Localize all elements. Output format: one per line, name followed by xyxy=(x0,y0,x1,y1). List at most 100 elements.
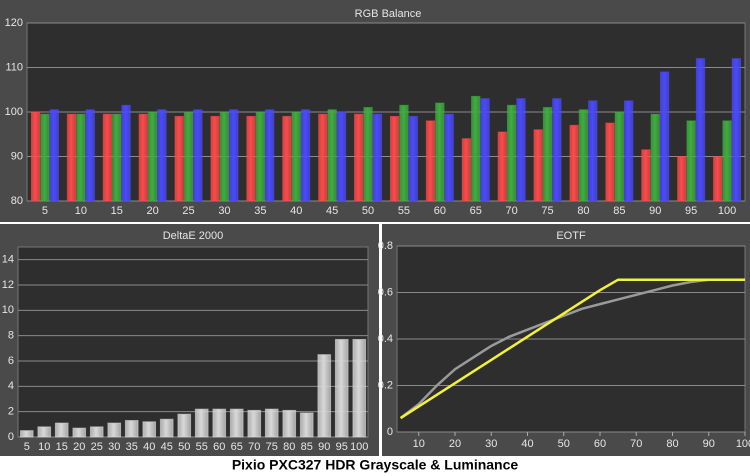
x-tick-label: 90 xyxy=(318,441,330,453)
bar xyxy=(255,111,266,202)
bar xyxy=(66,113,77,202)
x-tick-label: 30 xyxy=(485,438,497,450)
x-tick-label: 55 xyxy=(196,441,208,453)
bar xyxy=(506,104,517,202)
x-tick-label: 45 xyxy=(161,441,173,453)
bar xyxy=(177,413,192,438)
y-tick-label: 0.2 xyxy=(378,379,393,391)
chart-title: DeltaE 2000 xyxy=(163,230,224,242)
x-tick-label: 100 xyxy=(718,205,736,217)
bar xyxy=(471,95,481,202)
x-tick-label: 40 xyxy=(521,438,533,450)
bar xyxy=(317,354,332,438)
caption: Pixio PXC327 HDR Grayscale & Luminance xyxy=(232,457,519,473)
bar xyxy=(542,107,553,202)
x-tick-label: 5 xyxy=(24,441,30,453)
bar xyxy=(49,109,59,202)
x-tick-label: 80 xyxy=(577,205,589,217)
x-tick-label: 30 xyxy=(218,205,230,217)
bar xyxy=(72,427,87,438)
bar xyxy=(334,338,349,438)
y-tick-label: 6 xyxy=(8,355,14,367)
bar xyxy=(480,98,490,202)
x-tick-label: 50 xyxy=(362,205,374,217)
bar xyxy=(265,109,275,202)
x-tick-label: 70 xyxy=(506,205,518,217)
bar xyxy=(159,418,174,438)
bar xyxy=(121,104,131,202)
bar xyxy=(147,111,158,202)
x-tick-label: 95 xyxy=(685,205,697,217)
bar xyxy=(318,113,328,202)
bar xyxy=(713,156,723,202)
y-tick-label: 10 xyxy=(2,304,14,316)
bar xyxy=(731,58,742,202)
bar xyxy=(389,115,400,202)
bar xyxy=(54,422,69,438)
bar xyxy=(246,115,256,202)
y-tick-label: 110 xyxy=(5,61,23,73)
bar xyxy=(89,426,104,438)
bar xyxy=(194,408,209,438)
y-tick-label: 0.4 xyxy=(378,333,393,345)
bar xyxy=(102,113,113,202)
bar xyxy=(588,100,598,202)
bar xyxy=(76,113,86,202)
y-tick-label: 0.6 xyxy=(378,286,393,298)
bar xyxy=(30,111,41,202)
x-tick-label: 5 xyxy=(42,205,48,217)
x-tick-label: 60 xyxy=(434,205,446,217)
x-tick-label: 100 xyxy=(736,438,750,450)
x-tick-label: 20 xyxy=(449,438,461,450)
bar xyxy=(300,109,311,202)
bar xyxy=(408,115,418,202)
bar xyxy=(624,100,634,202)
y-tick-label: 8 xyxy=(8,330,14,342)
bar xyxy=(533,129,543,202)
chart-title: EOTF xyxy=(556,230,586,242)
x-tick-label: 70 xyxy=(630,438,642,450)
line xyxy=(399,278,745,420)
bar xyxy=(686,120,696,202)
x-tick-label: 30 xyxy=(108,441,120,453)
bar xyxy=(282,115,292,202)
bar xyxy=(142,421,157,438)
y-tick-label: 80 xyxy=(11,195,23,207)
bar xyxy=(650,113,660,202)
x-tick-label: 80 xyxy=(666,438,678,450)
bar xyxy=(174,115,184,202)
y-tick-label: 2 xyxy=(8,406,14,418)
y-tick-label: 14 xyxy=(2,254,14,266)
x-tick-label: 35 xyxy=(126,441,138,453)
bar xyxy=(299,412,314,438)
bar xyxy=(444,113,454,202)
y-tick-label: 0.8 xyxy=(378,240,393,252)
x-tick-label: 15 xyxy=(111,205,123,217)
y-tick-label: 120 xyxy=(5,17,23,29)
bar xyxy=(19,430,34,438)
bar xyxy=(291,111,301,202)
x-tick-label: 80 xyxy=(283,441,295,453)
x-tick-label: 10 xyxy=(75,205,87,217)
x-tick-label: 35 xyxy=(254,205,266,217)
y-tick-label: 4 xyxy=(8,380,14,392)
bar xyxy=(138,113,148,202)
x-tick-label: 75 xyxy=(266,441,278,453)
bar xyxy=(229,109,239,202)
x-tick-label: 15 xyxy=(56,441,68,453)
y-tick-label: 100 xyxy=(5,106,23,118)
bar xyxy=(327,109,337,202)
x-tick-label: 40 xyxy=(290,205,302,217)
bar xyxy=(552,98,562,202)
x-tick-label: 95 xyxy=(336,441,348,453)
x-tick-label: 10 xyxy=(38,441,50,453)
bar xyxy=(372,113,383,202)
bar xyxy=(677,156,687,202)
x-tick-label: 20 xyxy=(147,205,159,217)
bar xyxy=(40,113,50,202)
x-tick-label: 85 xyxy=(613,205,625,217)
bar xyxy=(497,131,507,202)
bar xyxy=(264,408,279,438)
x-tick-label: 90 xyxy=(649,205,661,217)
